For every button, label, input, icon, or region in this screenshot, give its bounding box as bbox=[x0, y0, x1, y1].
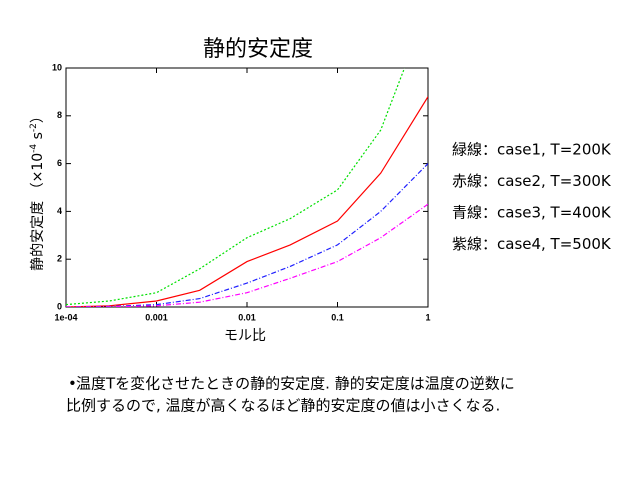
legend-entry: 紫線：case4, T=500K bbox=[452, 235, 612, 253]
y-tick-label: 8 bbox=[57, 110, 62, 120]
y-axis-label-text: 静的安定度 （×10-4 s-2） bbox=[29, 109, 47, 271]
series-line bbox=[66, 203, 428, 307]
y-axis-label-part: -4 bbox=[29, 144, 39, 153]
y-tick-label: 10 bbox=[52, 62, 62, 72]
y-axis-label-part: ） bbox=[30, 109, 46, 123]
x-tick-label: 0.001 bbox=[145, 312, 168, 322]
y-tick-label: 0 bbox=[57, 301, 62, 311]
series-line bbox=[66, 96, 428, 307]
plot-lines bbox=[66, 68, 428, 307]
note-line: 比例するので, 温度が高くなるほど静的安定度の値は小さくなる. bbox=[66, 397, 500, 415]
series-line bbox=[66, 68, 406, 306]
y-axis-label-part: -2 bbox=[29, 123, 39, 132]
x-tick-label: 1e-04 bbox=[54, 312, 77, 322]
legend-entry: 緑線：case1, T=200K bbox=[452, 141, 612, 159]
chart-title: 静的安定度 bbox=[203, 37, 313, 62]
x-tick-label: 0.01 bbox=[238, 312, 256, 322]
y-axis-label-part: s bbox=[30, 132, 46, 144]
x-tick-label: 0.1 bbox=[331, 312, 344, 322]
plot-frame bbox=[65, 67, 429, 308]
legend-entry: 赤線：case2, T=300K bbox=[452, 172, 612, 190]
y-tick-label: 6 bbox=[57, 158, 62, 168]
bullet: • bbox=[68, 375, 77, 393]
y-tick-label: 4 bbox=[57, 206, 62, 216]
x-axis-label: モル比 bbox=[224, 328, 266, 344]
y-axis-label-part: 静的安定度 （×10 bbox=[30, 153, 46, 271]
x-tick-label: 1 bbox=[425, 312, 430, 322]
note-line: 温度Tを変化させたときの静的安定度. 静的安定度は温度の逆数に bbox=[76, 375, 515, 393]
legend-entry: 青線：case3, T=400K bbox=[452, 204, 612, 222]
y-axis-label: 静的安定度 （×10-4 s-2） bbox=[29, 109, 47, 271]
y-tick-label: 2 bbox=[57, 254, 62, 264]
series-line bbox=[66, 163, 428, 307]
